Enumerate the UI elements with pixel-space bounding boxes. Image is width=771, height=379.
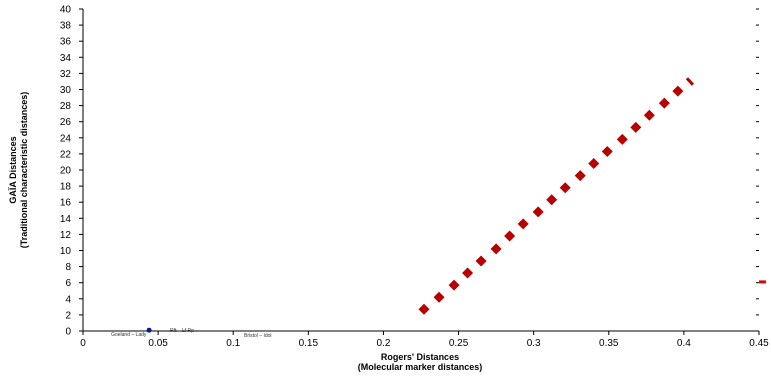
data-point — [546, 194, 558, 206]
annotation-bristol-idol: Bristol – Idol — [244, 333, 272, 339]
y-tick-label: 14 — [60, 214, 72, 225]
data-point — [504, 230, 516, 242]
data-point — [574, 170, 586, 182]
data-point — [462, 267, 474, 279]
y-tick-label: 28 — [60, 101, 72, 112]
x-ticks: 0 0.05 0.1 0.15 0.2 0.25 0.3 0.35 0.4 0.45 — [80, 331, 769, 349]
y-tick-label: 16 — [60, 198, 72, 209]
x-tick-label: 0.45 — [749, 338, 769, 349]
y-tick-label: 20 — [60, 166, 72, 177]
x-tick-label: 0.2 — [376, 338, 390, 349]
y-tick-label: 4 — [65, 294, 71, 305]
y-tick-label: 2 — [65, 310, 71, 321]
data-point — [601, 145, 613, 157]
data-point — [616, 133, 628, 145]
data-point — [559, 182, 571, 194]
y-tick-label: 0 — [65, 327, 71, 338]
y-tick-label: 8 — [65, 262, 71, 273]
data-point-label: Goeland – Lady — [111, 332, 147, 338]
y-tick-label: 34 — [60, 53, 72, 64]
x-tick-label: 0.05 — [148, 338, 168, 349]
y-tick-label: 32 — [60, 69, 72, 80]
y-tick-label: 38 — [60, 21, 72, 32]
y-tick-label: 30 — [60, 85, 72, 96]
data-point — [532, 206, 544, 218]
y-tick-label: 36 — [60, 37, 72, 48]
y-tick-label: 18 — [60, 182, 72, 193]
data-point — [643, 109, 655, 121]
y-tick-label: 40 — [60, 5, 72, 16]
y-tick-label: 26 — [60, 117, 72, 128]
x-tick-label: 0 — [80, 338, 86, 349]
y-tick-label: 10 — [60, 246, 72, 257]
y-tick-label: 22 — [60, 149, 72, 160]
y-tick-label: 6 — [65, 278, 71, 289]
x-tick-label: 0.4 — [677, 338, 691, 349]
data-point — [588, 158, 600, 170]
data-marks: Goeland – Lady — [111, 77, 766, 338]
x-axis-title-line2: (Molecular marker distances) — [358, 362, 483, 372]
data-point — [490, 243, 502, 255]
data-point — [517, 218, 529, 230]
annotation-rft: Rft – Lf Rp — [170, 328, 194, 334]
data-point — [433, 291, 445, 303]
x-tick-label: 0.3 — [527, 338, 541, 349]
x-tick-label: 0.1 — [226, 338, 240, 349]
data-point — [672, 85, 684, 97]
y-axis-title-line1: GAÏA Distances — [8, 136, 18, 203]
data-point — [146, 327, 152, 333]
x-tick-label: 0.35 — [599, 338, 619, 349]
data-point — [418, 303, 430, 315]
trend-end-mark — [685, 77, 694, 86]
data-point — [448, 279, 460, 291]
y-tick-label: 24 — [60, 133, 72, 144]
data-point — [658, 97, 670, 109]
x-axis-title-line1: Rogers' Distances — [381, 352, 459, 362]
x-tick-label: 0.15 — [299, 338, 319, 349]
y-tick-label: 12 — [60, 230, 72, 241]
axes — [82, 9, 759, 332]
data-point — [630, 121, 642, 133]
y-axis-title-line2: (Traditional characteristic distances) — [19, 92, 29, 249]
x-tick-label: 0.25 — [449, 338, 469, 349]
data-point — [475, 255, 487, 267]
